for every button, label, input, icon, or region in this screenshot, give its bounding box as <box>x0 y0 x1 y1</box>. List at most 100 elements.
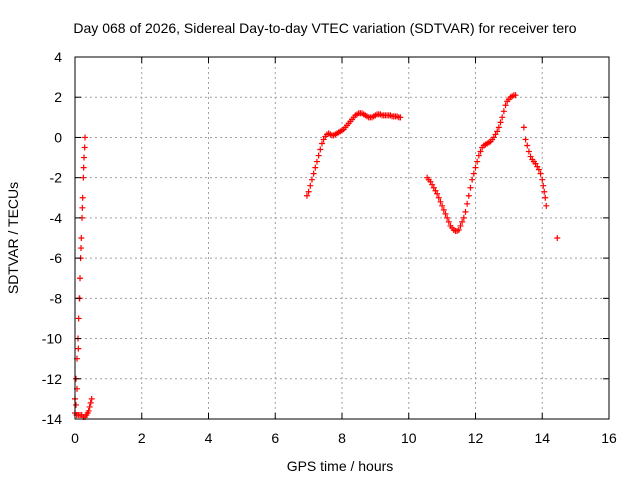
x-tick-label: 6 <box>271 430 279 446</box>
data-point <box>477 148 484 155</box>
y-tick-label: 0 <box>54 129 62 145</box>
data-points <box>72 92 561 420</box>
chart-title: Day 068 of 2026, Sidereal Day-to-day VTE… <box>73 20 576 36</box>
data-point <box>499 114 506 121</box>
data-point <box>317 146 324 153</box>
grid <box>75 57 609 419</box>
data-point <box>310 170 317 177</box>
data-point <box>444 214 451 221</box>
data-point <box>542 194 549 201</box>
y-tick-label: -4 <box>50 210 63 226</box>
y-tick-label: 4 <box>54 49 62 65</box>
data-point <box>470 170 477 177</box>
data-point <box>490 134 497 141</box>
y-tick-label: 2 <box>54 89 62 105</box>
data-point <box>543 202 550 209</box>
data-point <box>475 152 482 159</box>
y-tick-label: -10 <box>42 331 62 347</box>
data-point <box>497 119 504 126</box>
data-point <box>472 164 479 171</box>
data-point <box>318 140 325 147</box>
y-tick-label: -14 <box>42 411 62 427</box>
data-point <box>540 182 547 189</box>
data-point <box>524 142 531 149</box>
y-tick-label: -8 <box>50 290 63 306</box>
data-point <box>73 401 80 408</box>
x-tick-label: 2 <box>138 430 146 446</box>
data-point <box>434 190 441 197</box>
data-point <box>430 184 437 191</box>
data-point <box>315 152 322 159</box>
data-point <box>308 176 315 183</box>
data-point <box>492 131 499 138</box>
data-point <box>80 174 87 181</box>
series-segment-4 <box>520 124 550 209</box>
data-point <box>77 275 84 282</box>
data-point <box>81 144 88 151</box>
data-point <box>88 395 95 402</box>
data-point <box>525 148 532 155</box>
data-point <box>79 204 86 211</box>
data-point <box>469 176 476 183</box>
data-point <box>462 208 469 215</box>
data-point <box>532 160 539 167</box>
axis-ticks <box>74 56 610 420</box>
data-point <box>500 108 507 115</box>
data-point <box>445 218 452 225</box>
y-tick-label: -2 <box>50 170 63 186</box>
data-point <box>440 206 447 213</box>
data-point <box>86 403 93 410</box>
data-point <box>527 153 534 160</box>
data-point <box>502 102 509 109</box>
data-point <box>313 158 320 165</box>
data-point <box>75 315 82 322</box>
data-point <box>537 170 544 177</box>
y-axis-label: SDTVAR / TECUs <box>5 182 21 294</box>
data-point <box>455 226 462 233</box>
data-point <box>78 245 85 252</box>
data-point <box>535 166 542 173</box>
x-tick-label: 12 <box>468 430 484 446</box>
data-point <box>474 158 481 165</box>
data-point <box>459 218 466 225</box>
data-point <box>79 194 86 201</box>
data-point <box>78 235 85 241</box>
data-point <box>307 182 314 189</box>
data-point <box>435 194 442 201</box>
data-point <box>467 184 474 191</box>
data-point <box>80 164 87 171</box>
series-segment-2 <box>303 110 404 199</box>
axis-tick-labels: 0 2 4 6 8 10 12 14 16 -14 -12 -10 -8 -6 -4 -2 0 2 4 <box>42 49 617 446</box>
data-point <box>87 399 94 406</box>
data-point <box>465 192 472 199</box>
data-point <box>520 124 527 131</box>
data-point <box>442 210 449 217</box>
y-tick-label: -6 <box>50 250 63 266</box>
data-point <box>554 235 561 241</box>
data-point <box>427 178 434 185</box>
data-point <box>303 192 310 199</box>
x-axis-label: GPS time / hours <box>287 458 394 474</box>
series-segment-3 <box>424 92 519 234</box>
data-point <box>534 163 541 170</box>
series-segment-5 <box>554 235 561 241</box>
data-point <box>539 176 546 183</box>
data-point <box>541 188 548 195</box>
data-point <box>494 128 501 135</box>
data-point <box>82 134 89 141</box>
x-tick-label: 4 <box>205 430 213 446</box>
data-point <box>305 188 312 195</box>
data-point <box>460 214 467 221</box>
data-point <box>397 114 404 121</box>
data-point <box>85 407 92 414</box>
data-point <box>464 200 471 207</box>
x-tick-label: 8 <box>338 430 346 446</box>
x-tick-label: 0 <box>71 430 79 446</box>
x-tick-label: 10 <box>401 430 417 446</box>
data-point <box>457 222 464 229</box>
x-tick-label: 16 <box>601 430 617 446</box>
data-point <box>432 187 439 194</box>
data-point <box>522 136 529 143</box>
x-tick-label: 14 <box>534 430 550 446</box>
